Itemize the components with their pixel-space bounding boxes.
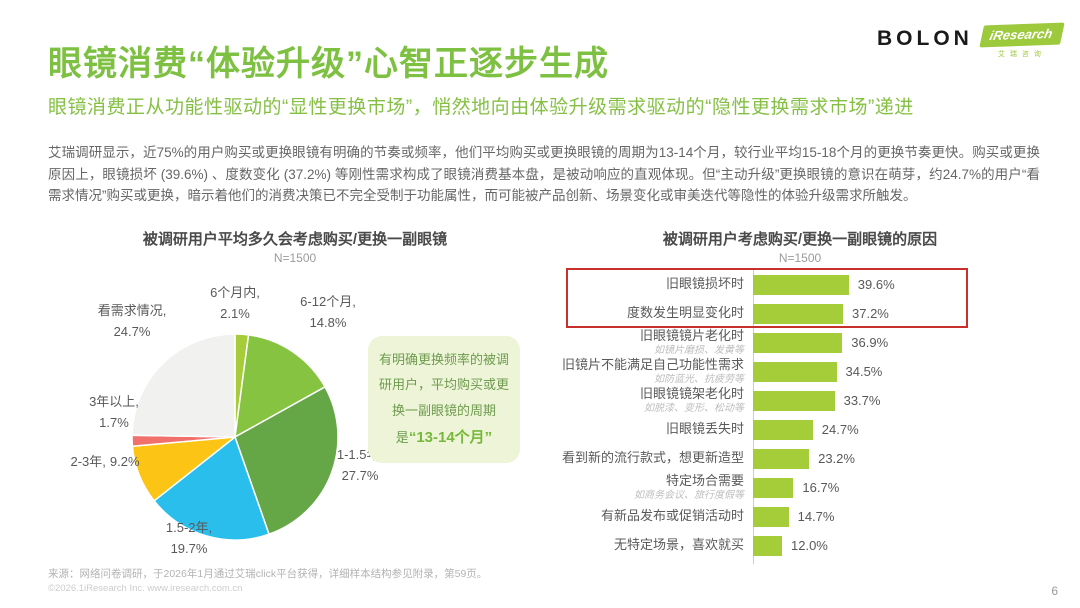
callout-text: 有明确更换频率的被调研用户，平均购买或更换一副眼镜的周期是“13-14个月” [378,351,509,446]
bar-label: 度数发生明显变化时 [626,305,744,321]
bar [753,332,843,353]
bar-row: 无特定场景，喜欢就买 12.0% [560,531,1050,560]
pie-chart-title: 被调研用户平均多久会考虑购买/更换一副眼镜 [142,231,448,248]
bar-label: 旧眼镜丢失时 [665,421,744,437]
bar-value: 36.9% [851,335,889,350]
bar-label: 旧镜片不能满足自己功能性需求 [561,356,744,372]
logo-area: BOLON iResearch 艾瑞咨询 [877,22,1065,59]
bar-value: 34.5% [845,364,883,379]
iresearch-logo-subtext: 艾瑞咨询 [997,51,1046,58]
bar-label: 旧眼镜镜架老化时 [639,385,744,401]
pie-label-1-5-2y: 1.5-2年, 19.7% [165,520,213,557]
bar-label: 有新品发布或促销活动时 [600,508,744,524]
bar-row: 度数发生明显变化时 37.2% [560,299,1050,328]
bar-row: 旧眼镜镜架老化时 如脱漆、变形、松动等 33.7% [560,386,1050,415]
pie-label-6-12m: 6-12个月, 14.8% [300,294,356,331]
bar-row: 旧镜片不能满足自己功能性需求 如防蓝光、抗疲劳等 34.5% [560,357,1050,386]
bar [753,448,810,469]
bar-value: 16.7% [802,480,840,495]
bar [753,477,794,498]
bar-row: 特定场合需要 如商务会议、旅行度假等 16.7% [560,473,1050,502]
bar [753,506,789,527]
bar-label: 旧眼镜损坏时 [665,276,744,292]
bar-value: 33.7% [843,393,881,408]
bar [753,361,837,382]
bar-label: 看到新的流行款式，想更新造型 [561,450,744,466]
bar-row: 有新品发布或促销活动时 14.7% [560,502,1050,531]
bar-sublabel: 如脱漆、变形、松动等 [644,402,744,414]
bar [753,390,835,411]
pie-label-6m: 6个月内, 2.1% [210,285,260,322]
bar-sublabel: 如镜片磨损、发黄等 [654,344,744,356]
callout-box: 有明确更换频率的被调研用户，平均购买或更换一副眼镜的周期是“13-14个月” [368,336,520,463]
pie-slice [234,334,327,439]
bar [753,274,849,295]
iresearch-logo-badge: iResearch [979,22,1065,48]
bar-chart-axis [753,268,754,564]
pie-slice [234,385,339,536]
pie-sample-size: N=1500 [273,251,317,265]
bar-value: 23.2% [818,451,855,466]
bar-chart: 旧眼镜损坏时 39.6% 度数发生明显变化时 37.2% 旧眼镜镜片老化时 如镜片磨损、发… [560,270,1050,560]
bar [753,303,843,324]
iresearch-logo: iResearch 艾瑞咨询 [979,22,1065,59]
pie-label-3y-plus: 3年以上, 1.7% [89,394,139,431]
highlight-rectangle [566,268,968,328]
bolon-logo: BOLON [877,27,973,50]
bar-row: 旧眼镜损坏时 39.6% [560,270,1050,299]
bar [753,535,782,556]
pie-chart [131,333,339,541]
page-number: 6 [1051,584,1058,598]
pie-label-2-3y: 2-3年, 9.2% [70,454,140,469]
pie-slice [153,435,270,541]
bar-value: 14.7% [797,509,835,524]
bar-sublabel: 如防蓝光、抗疲劳等 [654,373,744,385]
page-title: 眼镜消费“体验升级”心智正逐步生成 [48,45,609,83]
bar [753,419,813,440]
summary-paragraph: 艾瑞调研显示，近75%的用户购买或更换眼镜有明确的节奏或频率，他们平均购买或更换… [48,145,1040,204]
bar-row: 旧眼镜镜片老化时 如镜片磨损、发黄等 36.9% [560,328,1050,357]
bar-value: 37.2% [852,306,889,321]
bar-row: 看到新的流行款式，想更新造型 23.2% [560,444,1050,473]
bar-chart-title: 被调研用户考虑购买/更换一副眼镜的原因 [662,231,938,248]
source-note: 来源：网络问卷调研，于2026年1月通过艾瑞click平台获得，详细样本结构参见… [48,568,488,580]
page-subtitle: 眼镜消费正从功能性驱动的“显性更换市场”，悄然地向由体验升级需求驱动的“隐性更换… [48,97,914,118]
callout-highlight: “13-14个月” [408,428,493,446]
bar-value: 12.0% [791,538,828,553]
bar-value: 24.7% [821,422,859,437]
bar-label: 特定场合需要 [665,472,744,488]
copyright-note: ©2026.1iResearch Inc. www.iresearch.com.… [48,583,243,594]
bar-sample-size: N=1500 [778,251,822,265]
pie-label-as-needed: 看需求情况, 24.7% [97,303,167,340]
bar-value: 39.6% [857,277,895,292]
bar-label: 无特定场景，喜欢就买 [613,537,744,553]
bar-sublabel: 如商务会议、旅行度假等 [634,489,744,501]
pie-slice [131,333,236,438]
bar-row: 旧眼镜丢失时 24.7% [560,415,1050,444]
bar-label: 旧眼镜镜片老化时 [639,327,744,343]
